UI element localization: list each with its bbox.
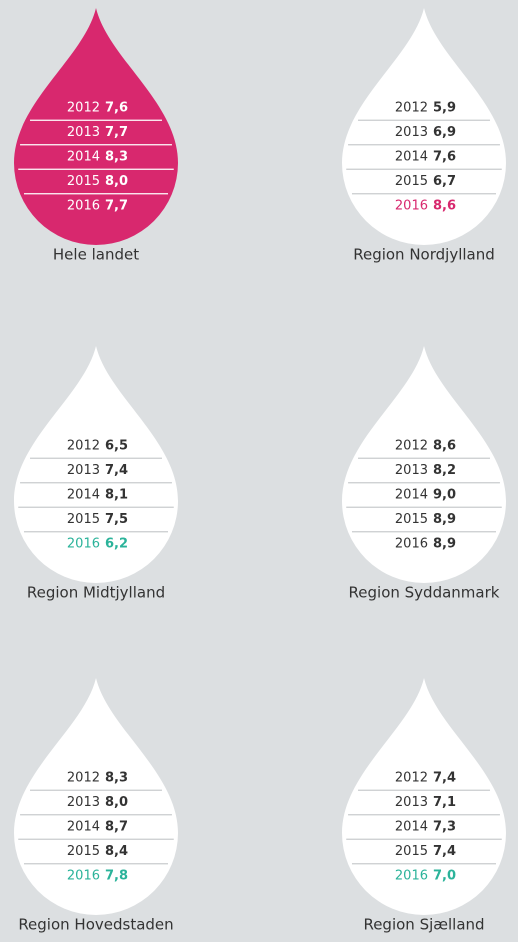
- year: 2016: [395, 869, 428, 884]
- year: 2015: [67, 844, 100, 859]
- value: 7,6: [433, 150, 456, 165]
- value: 7,7: [105, 125, 128, 140]
- value: 8,9: [433, 512, 456, 527]
- year: 2012: [67, 771, 100, 786]
- value: 8,1: [105, 488, 128, 503]
- value: 7,5: [105, 512, 128, 527]
- value: 7,8: [105, 869, 128, 884]
- value: 8,6: [433, 199, 456, 214]
- year: 2016: [67, 537, 100, 552]
- value: 8,2: [433, 463, 456, 478]
- drop: [342, 678, 506, 915]
- value: 6,2: [105, 537, 128, 552]
- year: 2014: [395, 488, 428, 503]
- year: 2012: [67, 101, 100, 116]
- year: 2013: [67, 795, 100, 810]
- region-name: Region Midtjylland: [27, 584, 165, 602]
- value: 7,4: [433, 844, 456, 859]
- year: 2016: [67, 199, 100, 214]
- value: 7,0: [433, 869, 456, 884]
- year: 2012: [395, 439, 428, 454]
- year: 2015: [395, 844, 428, 859]
- value: 8,3: [105, 771, 128, 786]
- year: 2016: [395, 199, 428, 214]
- year: 2015: [395, 512, 428, 527]
- year: 2016: [67, 869, 100, 884]
- value: 7,4: [105, 463, 128, 478]
- year: 2013: [67, 125, 100, 140]
- year: 2014: [395, 150, 428, 165]
- drop: [342, 346, 506, 583]
- value: 6,5: [105, 439, 128, 454]
- value: 9,0: [433, 488, 456, 503]
- value: 8,0: [105, 795, 128, 810]
- value: 7,7: [105, 199, 128, 214]
- year: 2016: [395, 537, 428, 552]
- year: 2014: [67, 488, 100, 503]
- value: 7,4: [433, 771, 456, 786]
- year: 2012: [67, 439, 100, 454]
- value: 6,9: [433, 125, 456, 140]
- value: 8,9: [433, 537, 456, 552]
- value: 8,7: [105, 820, 128, 835]
- region-name: Region Hovedstaden: [18, 916, 173, 934]
- value: 8,0: [105, 174, 128, 189]
- value: 5,9: [433, 101, 456, 116]
- year: 2012: [395, 101, 428, 116]
- year: 2014: [395, 820, 428, 835]
- year: 2013: [395, 795, 428, 810]
- year: 2013: [67, 463, 100, 478]
- year: 2012: [395, 771, 428, 786]
- value: 8,6: [433, 439, 456, 454]
- region-name: Region Nordjylland: [353, 246, 495, 264]
- year: 2013: [395, 463, 428, 478]
- year: 2014: [67, 150, 100, 165]
- region-name: Hele landet: [53, 246, 139, 264]
- year: 2014: [67, 820, 100, 835]
- value: 7,3: [433, 820, 456, 835]
- year: 2013: [395, 125, 428, 140]
- year: 2015: [395, 174, 428, 189]
- year: 2015: [67, 512, 100, 527]
- value: 8,3: [105, 150, 128, 165]
- value: 8,4: [105, 844, 128, 859]
- region-name: Region Sjælland: [363, 916, 484, 934]
- region-name: Region Syddanmark: [349, 584, 500, 602]
- drop: [342, 8, 506, 245]
- drop: [14, 8, 178, 245]
- drop: [14, 346, 178, 583]
- value: 6,7: [433, 174, 456, 189]
- value: 7,6: [105, 101, 128, 116]
- drop: [14, 678, 178, 915]
- year: 2015: [67, 174, 100, 189]
- value: 7,1: [433, 795, 456, 810]
